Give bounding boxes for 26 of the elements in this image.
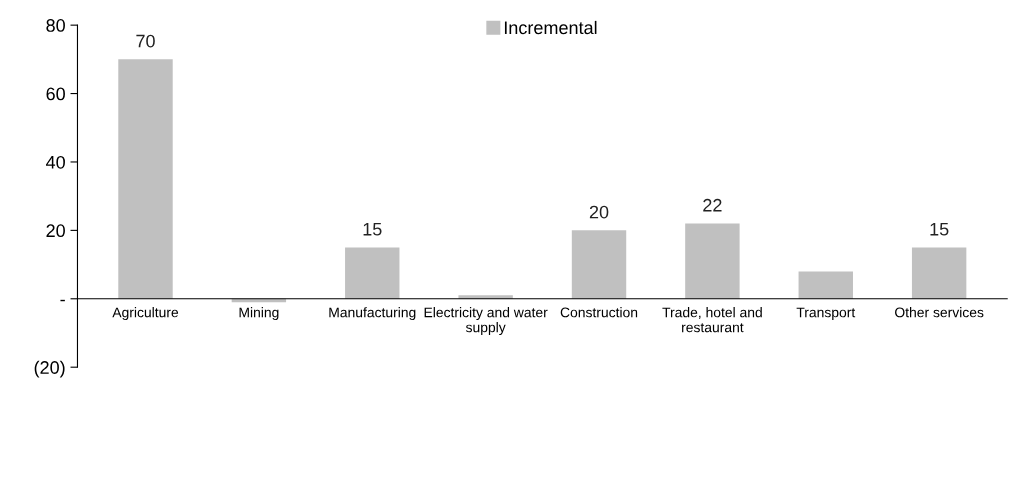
data-label: 15 <box>930 222 949 236</box>
x-tick-label: Manufacturing <box>329 307 416 321</box>
bar <box>798 271 853 299</box>
x-tick-label: Trade, hotel and restaurant <box>662 307 762 333</box>
y-tick-label: 80 <box>46 19 65 32</box>
x-tick-label: Electricity and water supply <box>424 307 548 336</box>
y-tick-label: (20) <box>34 360 65 378</box>
bar <box>118 59 173 299</box>
data-label: 20 <box>589 205 609 219</box>
x-tick-label: Transport <box>796 307 856 321</box>
y-tick-label: 20 <box>46 224 65 238</box>
y-tick-label: 60 <box>46 87 65 101</box>
y-tick-label: 40 <box>46 155 65 169</box>
y-tick-label: - <box>60 299 65 302</box>
data-label: 70 <box>136 34 155 48</box>
bar <box>345 247 400 299</box>
legend-label: Incremental <box>504 20 597 35</box>
bar <box>571 230 627 299</box>
data-label: 15 <box>363 222 382 236</box>
x-tick-label: Mining <box>239 307 279 321</box>
bar <box>911 247 967 299</box>
bar <box>685 223 740 299</box>
data-label: 22 <box>703 198 722 212</box>
x-tick-label: Construction <box>560 307 638 318</box>
x-tick-label: Agriculture <box>112 307 179 321</box>
x-tick-label: Other services <box>895 307 984 318</box>
